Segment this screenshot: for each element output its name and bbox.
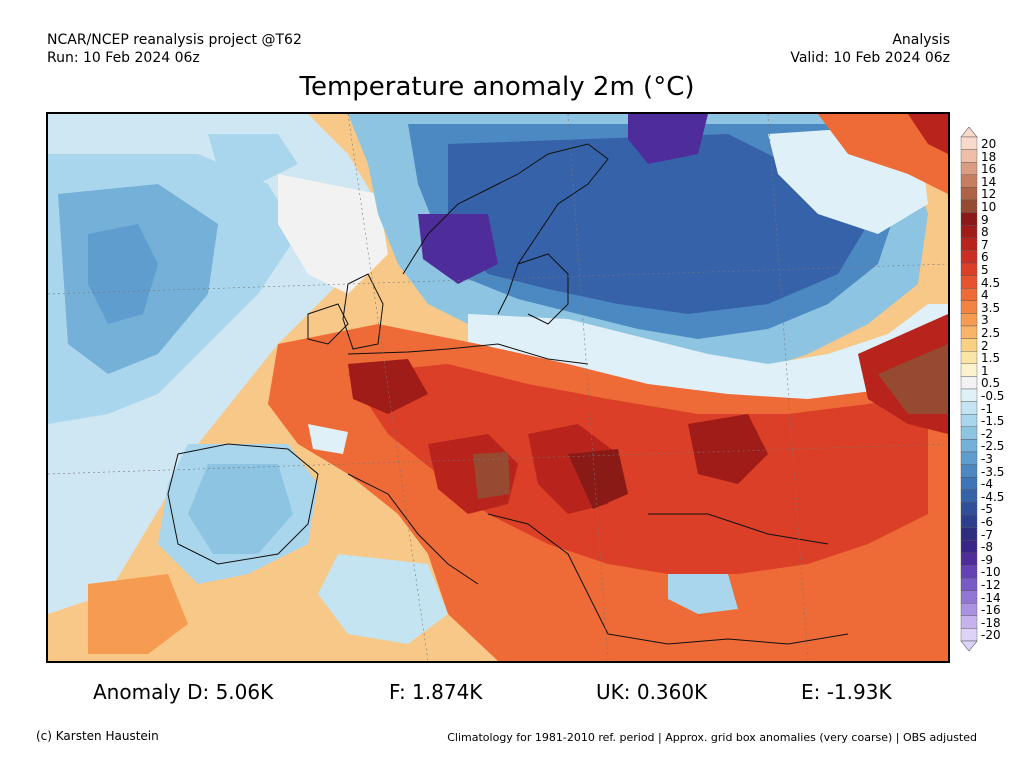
colorbar-label: -6 — [981, 515, 993, 529]
colorbar-swatch — [960, 300, 978, 314]
colorbar-swatch — [960, 628, 978, 642]
colorbar-swatch — [960, 489, 978, 503]
colorbar-label: -14 — [981, 590, 1001, 605]
colorbar-label: -4.5 — [981, 489, 1005, 504]
colorbar-label: 2 — [981, 338, 989, 353]
colorbar-label: -3 — [981, 452, 993, 466]
colorbar-swatch — [960, 338, 978, 352]
colorbar-label: 10 — [981, 200, 997, 214]
colorbar-label: 4 — [981, 288, 989, 303]
colorbar-swatch — [960, 187, 978, 201]
colorbar-swatch — [960, 388, 978, 402]
colorbar-label: -2 — [981, 426, 993, 441]
colorbar-swatch — [960, 590, 978, 604]
colorbar-top-arrow — [960, 127, 978, 138]
colorbar-label: 3 — [981, 313, 989, 328]
colorbar-swatch — [960, 615, 978, 629]
credit-text: (c) Karsten Haustein — [36, 729, 159, 743]
colorbar-swatch — [960, 162, 978, 176]
colorbar-swatch — [960, 287, 978, 301]
colorbar-label: 3.5 — [981, 300, 1001, 315]
anomaly-d-value: Anomaly D: 5.06K — [93, 680, 274, 704]
colorbar-swatch — [960, 136, 978, 150]
colorbar-swatch — [960, 363, 978, 377]
map-title: Temperature anomaly 2m (°C) — [299, 72, 695, 102]
colorbar-label: -12 — [981, 578, 1001, 592]
colorbar-swatch — [960, 325, 978, 339]
colorbar-swatch — [960, 199, 978, 213]
anomaly-e-value: E: -1.93K — [801, 680, 892, 704]
analysis-label: Analysis — [892, 32, 950, 48]
colorbar-swatch — [960, 439, 978, 453]
colorbar-label: 8 — [981, 225, 989, 240]
colorbar-swatch — [960, 540, 978, 554]
anomaly-map — [46, 112, 950, 663]
colorbar-swatch — [960, 275, 978, 289]
colorbar-swatch — [960, 552, 978, 566]
colorbar-label: -16 — [981, 603, 1001, 618]
colorbar-swatch — [960, 477, 978, 491]
anomaly-uk-value: UK: 0.360K — [596, 680, 708, 704]
header-right: Analysis Valid: 10 Feb 2024 06z — [790, 31, 950, 67]
colorbar-label: -10 — [981, 565, 1001, 580]
run-label: Run: 10 Feb 2024 06z — [47, 50, 200, 66]
colorbar-swatch — [960, 426, 978, 440]
colorbar-swatch — [960, 464, 978, 478]
colorbar-label: 12 — [981, 187, 997, 202]
colorbar-label: 9 — [981, 212, 989, 227]
colorbar — [960, 127, 978, 651]
header-left: NCAR/NCEP reanalysis project @T62 Run: 1… — [47, 31, 302, 67]
colorbar-label: -9 — [981, 552, 993, 567]
colorbar-swatch — [960, 350, 978, 364]
climatology-note: Climatology for 1981-2010 ref. period | … — [447, 731, 977, 744]
colorbar-swatch — [960, 313, 978, 327]
colorbar-label: 4.5 — [981, 275, 1001, 290]
source-label: NCAR/NCEP reanalysis project @T62 — [47, 32, 302, 48]
colorbar-swatch — [960, 514, 978, 528]
colorbar-swatch — [960, 250, 978, 264]
colorbar-label: 20 — [981, 137, 997, 151]
colorbar-label: 1 — [981, 363, 989, 378]
colorbar-label: 0.5 — [981, 376, 1001, 391]
colorbar-swatch — [960, 376, 978, 390]
colorbar-bottom-arrow — [960, 640, 978, 651]
colorbar-swatch — [960, 212, 978, 226]
colorbar-label: -7 — [981, 527, 993, 542]
colorbar-label: -0.5 — [981, 389, 1005, 403]
colorbar-label: 7 — [981, 237, 989, 252]
colorbar-swatch — [960, 262, 978, 276]
colorbar-swatch — [960, 603, 978, 617]
colorbar-label: 18 — [981, 149, 997, 164]
colorbar-swatch — [960, 527, 978, 541]
colorbar-label: 1.5 — [981, 351, 1001, 366]
valid-label: Valid: 10 Feb 2024 06z — [790, 50, 950, 66]
colorbar-label: -2.5 — [981, 439, 1005, 454]
colorbar-swatch — [960, 224, 978, 238]
colorbar-label: -3.5 — [981, 464, 1005, 479]
colorbar-label: 2.5 — [981, 326, 1001, 340]
colorbar-label: -20 — [981, 628, 1001, 643]
colorbar-swatch — [960, 577, 978, 591]
colorbar-swatch — [960, 502, 978, 516]
colorbar-label: -4 — [981, 477, 993, 492]
colorbar-label: -5 — [981, 502, 993, 517]
colorbar-swatch — [960, 174, 978, 188]
colorbar-swatch — [960, 565, 978, 579]
colorbar-label: 5 — [981, 263, 989, 277]
colorbar-label: 6 — [981, 250, 989, 265]
colorbar-label: 16 — [981, 162, 997, 177]
colorbar-label: -8 — [981, 540, 993, 555]
anomaly-f-value: F: 1.874K — [389, 680, 483, 704]
colorbar-label: -1.5 — [981, 414, 1005, 429]
colorbar-swatch — [960, 451, 978, 465]
colorbar-swatch — [960, 414, 978, 428]
colorbar-swatch — [960, 149, 978, 163]
colorbar-swatch — [960, 237, 978, 251]
colorbar-label: -1 — [981, 401, 993, 416]
colorbar-swatch — [960, 401, 978, 415]
colorbar-label: 14 — [981, 174, 997, 189]
colorbar-label: -18 — [981, 615, 1001, 630]
